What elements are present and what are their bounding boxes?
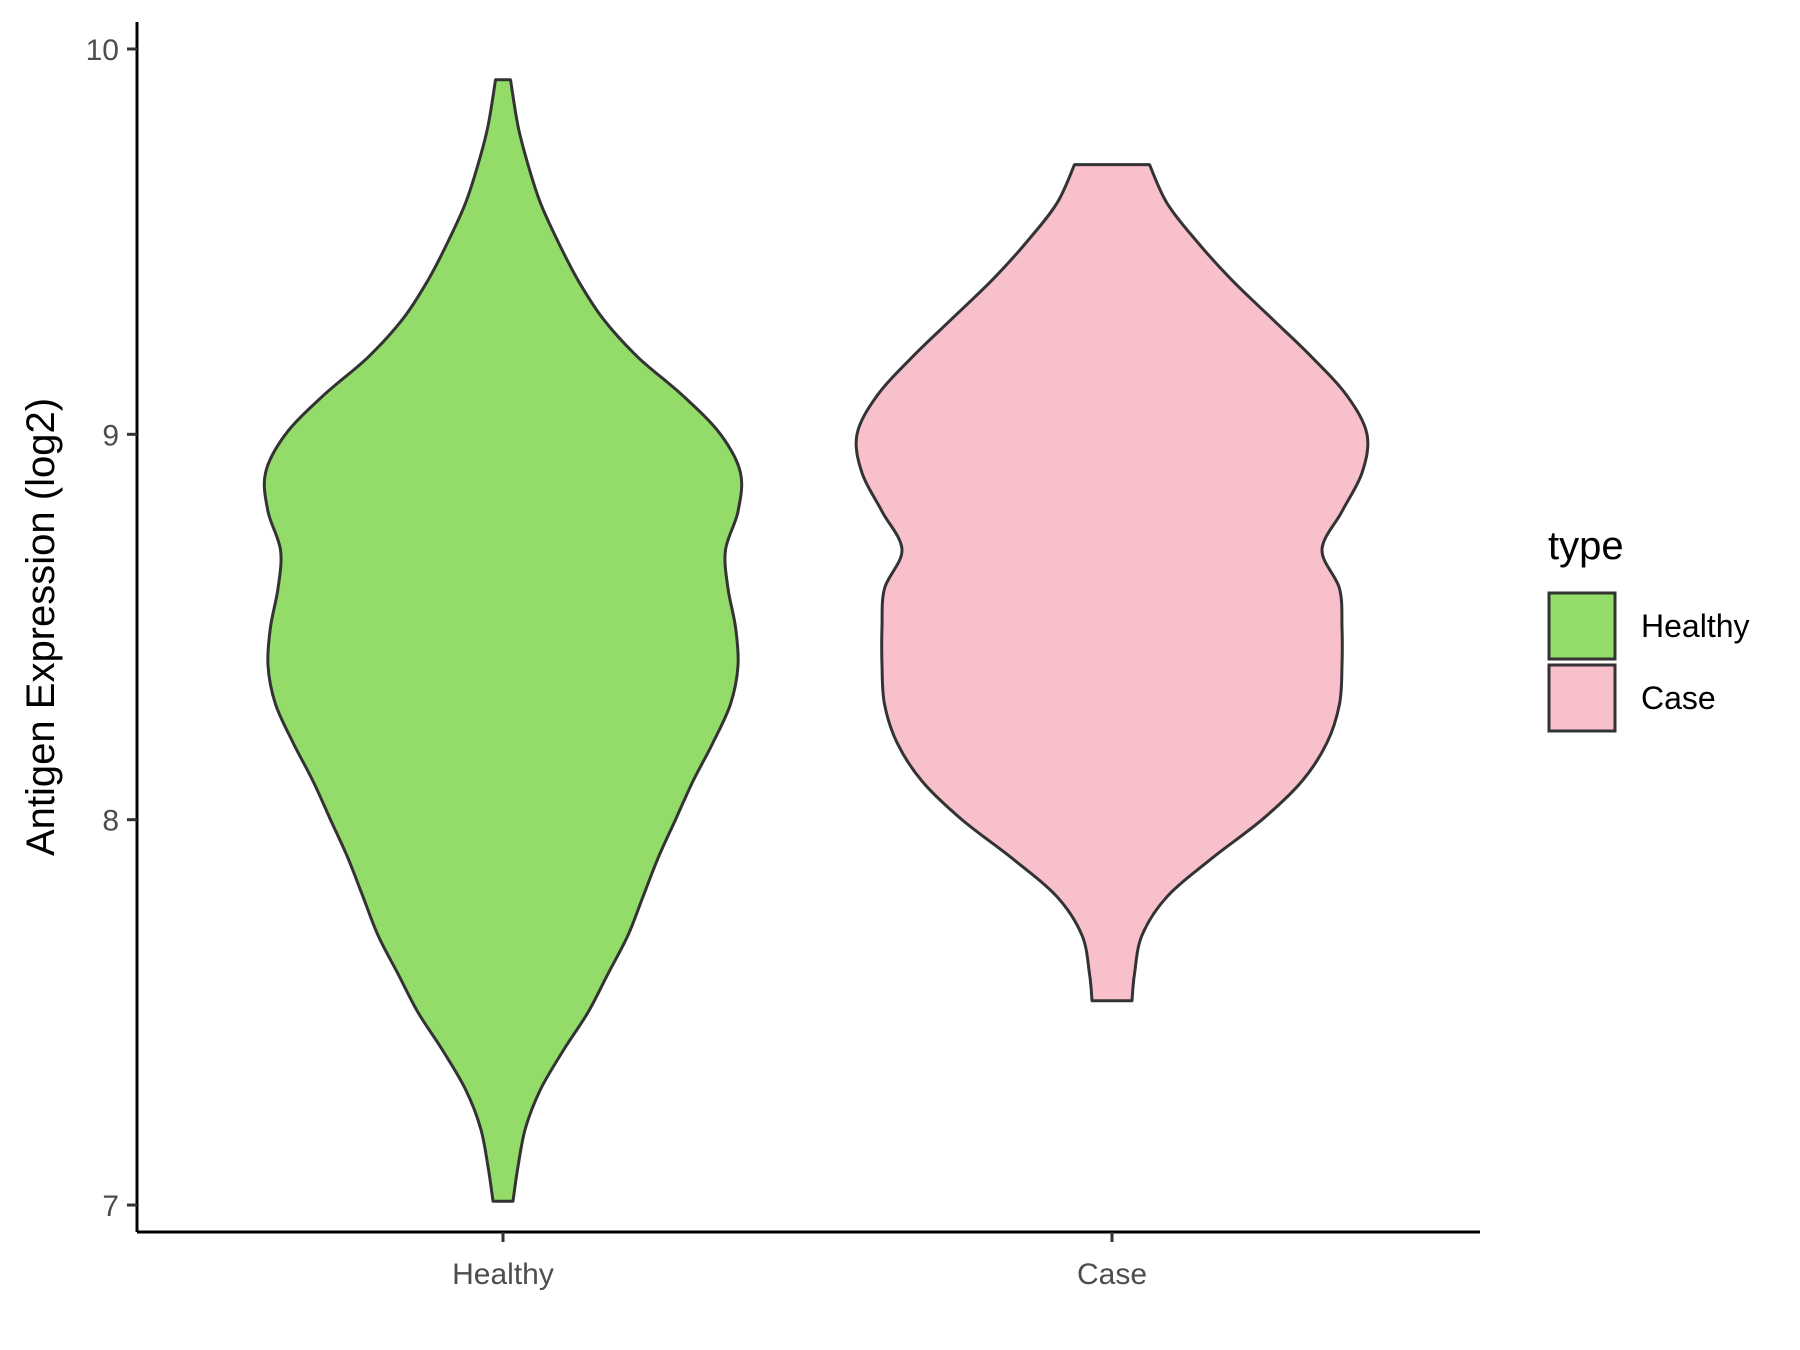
legend: type Healthy Case	[1547, 524, 1750, 733]
violin-case	[854, 163, 1370, 1003]
y-tick-label: 8	[102, 805, 119, 838]
legend-title: type	[1548, 524, 1624, 568]
y-tick-label: 7	[102, 1190, 119, 1223]
y-tick-label: 10	[86, 34, 119, 67]
legend-swatch-case	[1547, 663, 1617, 733]
y-axis-title: Antigen Expression (log2)	[19, 398, 63, 856]
legend-label-case: Case	[1641, 680, 1716, 716]
legend-label-healthy: Healthy	[1641, 608, 1750, 644]
plot-area	[262, 78, 1370, 1203]
legend-swatch-healthy	[1547, 591, 1617, 661]
y-tick-label: 9	[102, 419, 119, 452]
x-tick-label-healthy: Healthy	[452, 1258, 554, 1291]
y-axis-ticks: 7 8 9 10	[86, 34, 137, 1223]
violin-healthy	[262, 78, 744, 1203]
x-tick-label-case: Case	[1077, 1258, 1147, 1291]
x-axis-ticks: Healthy Case	[452, 1232, 1147, 1291]
legend-items: Healthy Case	[1547, 591, 1750, 733]
